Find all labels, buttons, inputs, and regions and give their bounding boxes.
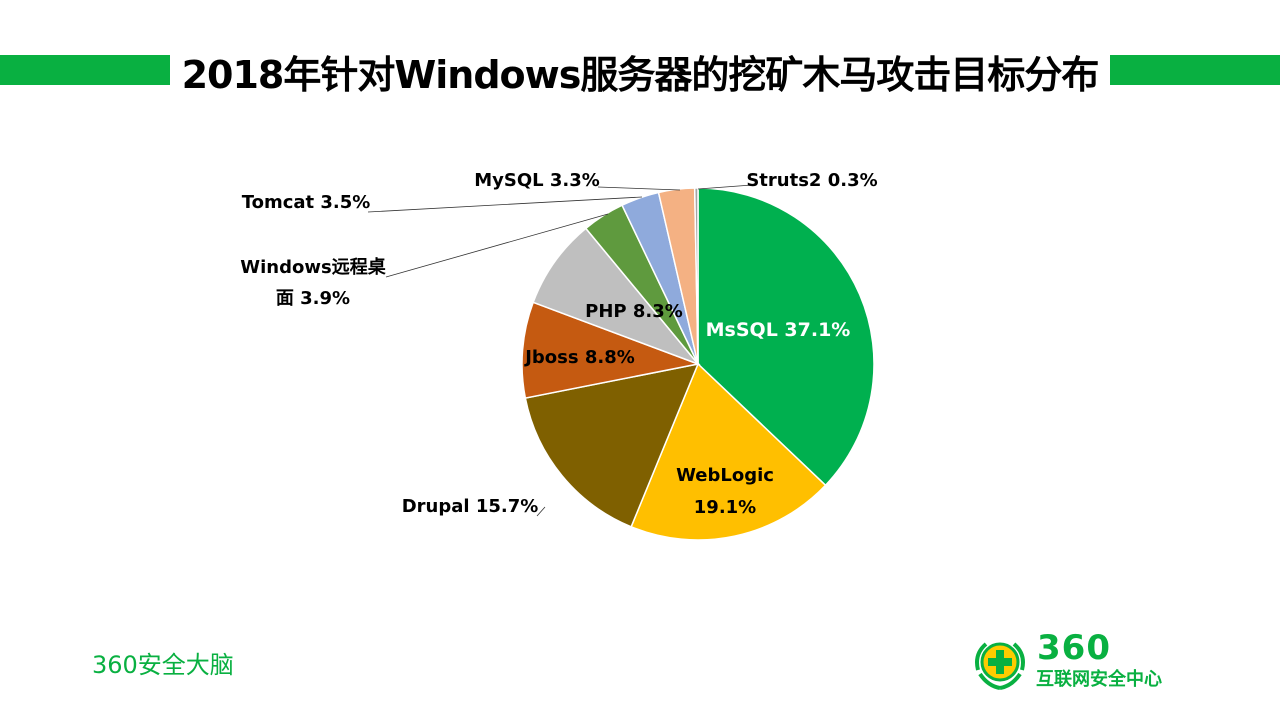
leader-line-tomcat (367, 196, 643, 213)
leader-line-windows (385, 213, 609, 278)
title-bar-right (1110, 55, 1280, 85)
pie-slice-jboss (521, 301, 701, 399)
pie-slice-weblogic (630, 362, 827, 541)
logo-360: 360 互联网安全中心 (970, 628, 1200, 694)
footer-brand: 360安全大脑 (92, 651, 234, 679)
logo-text: 互联网安全中心 (1036, 669, 1162, 690)
slice-label-jboss: Jboss 8.8% (523, 347, 635, 368)
leader-line-mysql (597, 186, 681, 191)
slice-label-windows: Windows远程桌面 3.9% (240, 257, 386, 309)
slice-label-mssql: MsSQL 37.1% (706, 319, 851, 341)
leader-line-drupal (536, 506, 546, 517)
logo-number: 360 (1037, 628, 1111, 668)
slice-label-weblogic: WebLogic 19.1% (676, 465, 774, 518)
slice-label-tomcat: Tomcat 3.5% (242, 192, 371, 213)
pie-slice-php (532, 227, 701, 366)
slice-label-struts2: Struts2 0.3% (746, 170, 877, 191)
slice-label-php: PHP 8.3% (585, 301, 683, 322)
slice-label-drupal: Drupal 15.7% (402, 496, 539, 517)
pie-slice-drupal (524, 362, 700, 528)
title-bar-left (0, 55, 170, 85)
slice-label-mysql: MySQL 3.3% (474, 170, 600, 191)
logo-icon (975, 642, 1025, 690)
page-title: 2018年针对Windows服务器的挖矿木马攻击目标分布 (181, 53, 1100, 97)
pie-slice-struts2 (693, 187, 699, 365)
leader-line-struts2 (697, 184, 753, 190)
pie-slice-mssql (697, 187, 875, 487)
